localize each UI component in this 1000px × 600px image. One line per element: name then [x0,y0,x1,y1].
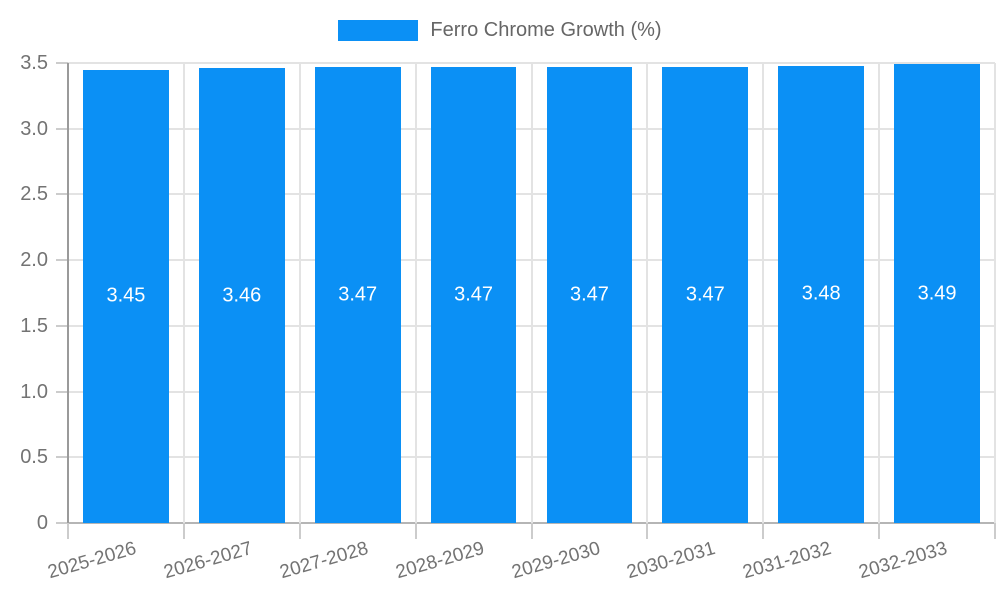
bar: 3.47 [546,66,633,523]
gridline-vertical [762,63,765,523]
bar: 3.48 [778,65,865,523]
x-axis-tick-label: 2025-2026 [45,538,139,584]
x-axis-tick-mark [530,523,533,539]
y-axis-line [67,63,69,523]
bar-value-label: 3.45 [106,284,146,307]
bar: 3.47 [430,66,517,523]
x-axis-tick-mark [646,523,649,539]
y-axis-tick-mark [56,259,68,262]
bar: 3.47 [662,66,749,523]
legend-label: Ferro Chrome Growth (%) [430,19,662,41]
x-axis-tick-mark [182,523,185,539]
y-axis-tick-mark [56,62,68,64]
x-axis-tick-mark [67,523,69,539]
bar: 3.49 [894,64,980,523]
x-axis-tick-label: 2031-2032 [740,538,834,584]
x-axis-tick-label: 2030-2031 [624,538,719,584]
legend[interactable]: Ferro Chrome Growth (%) [0,18,1000,42]
y-axis-tick-mark [56,522,68,524]
y-axis-tick-label: 2.5 [20,183,48,206]
x-axis-tick-mark [298,523,301,539]
y-axis-tick-label: 1.5 [20,314,48,337]
bar: 3.47 [314,66,401,523]
x-axis-tick-mark [762,523,765,539]
y-axis-tick-label: 0.5 [20,446,48,469]
x-axis-tick-mark [878,523,881,539]
gridline-vertical [182,63,185,523]
y-axis-tick-label: 2.0 [20,249,48,272]
y-axis-tick-label: 1.0 [20,380,48,403]
gridline-vertical [646,63,649,523]
bar-value-label: 3.47 [685,283,725,306]
y-axis-tick-mark [56,324,68,327]
gridline-vertical [414,63,417,523]
x-axis-tick-label: 2032-2033 [856,538,950,584]
gridline-vertical [530,63,533,523]
bar-value-label: 3.46 [222,284,262,307]
y-axis-tick-mark [56,390,68,393]
bar-value-label: 3.49 [917,282,957,305]
x-axis-tick-mark [994,523,996,539]
y-axis-tick-mark [56,193,68,196]
bar: 3.46 [198,68,285,523]
legend-swatch-icon [338,19,419,41]
x-axis-tick-label: 2028-2029 [393,538,487,584]
gridline-vertical [298,63,301,523]
x-axis-tick-label: 2027-2028 [277,538,371,584]
bar-value-label: 3.47 [454,283,494,306]
y-axis-tick-label: 3.0 [20,117,48,140]
gridline-vertical [878,63,881,523]
bar: 3.45 [83,69,169,523]
bar-value-label: 3.47 [338,283,378,306]
x-axis-tick-label: 2029-2030 [509,538,603,584]
y-axis-tick-label: 3.5 [20,52,48,74]
bar-value-label: 3.47 [569,283,609,306]
x-axis-tick-label: 2026-2027 [161,538,255,584]
y-axis-tick-mark [56,127,68,130]
x-axis-tick-mark [414,523,417,539]
bar-value-label: 3.48 [801,282,841,305]
y-axis-tick-label: 0 [36,512,48,534]
y-axis-tick-mark [56,456,68,459]
gridline-vertical [994,63,996,523]
